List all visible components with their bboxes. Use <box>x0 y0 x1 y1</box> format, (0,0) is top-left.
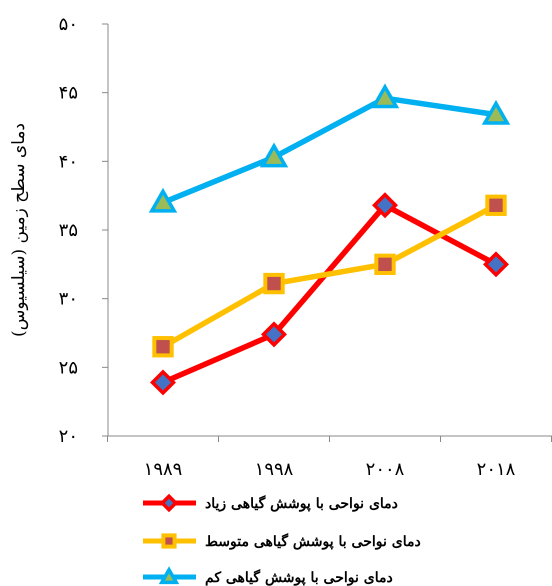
x-tick-label: ۲۰۱۸ <box>477 459 516 480</box>
series-line <box>163 98 496 202</box>
data-point <box>265 275 282 292</box>
y-ticks: ۲۰ ۲۵ ۳۰ ۳۵ ۴۰ ۴۵ ۵۰ <box>59 14 108 447</box>
series-line <box>163 205 496 346</box>
y-tick-label: ۲۵ <box>59 357 78 378</box>
y-tick-label: ۴۰ <box>59 151 78 172</box>
y-tick-label: ۴۵ <box>59 83 78 104</box>
series-3 <box>152 87 507 211</box>
legend-marker <box>162 496 176 510</box>
data-point <box>154 338 171 355</box>
x-tick-label: ۱۹۹۸ <box>255 459 294 480</box>
legend-label: دمای نواحی با پوشش گیاهی کم <box>205 569 393 586</box>
y-tick-label: ۲۰ <box>59 426 78 447</box>
legend-item-2: دمای نواحی با پوشش گیاهی متوسط <box>143 533 421 550</box>
x-tick-label: ۲۰۰۸ <box>366 459 405 480</box>
legend-label: دمای نواحی با پوشش گیاهی متوسط <box>205 533 421 550</box>
legend-marker <box>162 570 176 583</box>
legend-item-3: دمای نواحی با پوشش گیاهی کم <box>143 569 393 586</box>
data-point <box>487 197 504 214</box>
x-ticks: ۱۹۸۹ ۱۹۹۸ ۲۰۰۸ ۲۰۱۸ <box>108 436 552 480</box>
data-point <box>376 256 393 273</box>
axes <box>108 24 552 436</box>
data-point <box>486 254 507 275</box>
y-tick-label: ۳۰ <box>59 289 78 310</box>
y-tick-label: ۵۰ <box>59 14 78 35</box>
series <box>152 87 507 393</box>
legend-item-1: دمای نواحی با پوشش گیاهی زیاد <box>143 495 398 512</box>
data-point <box>153 372 174 393</box>
x-tick-label: ۱۹۸۹ <box>144 459 183 480</box>
legend: دمای نواحی با پوشش گیاهی زیاد دمای نواحی … <box>143 495 421 586</box>
y-axis-title: دمای سطح زمین (سیلسیوس) <box>9 123 29 337</box>
series-2 <box>154 197 504 356</box>
legend-marker <box>163 535 174 546</box>
legend-label: دمای نواحی با پوشش گیاهی زیاد <box>205 495 398 512</box>
series-1 <box>153 195 507 393</box>
y-tick-label: ۳۵ <box>59 220 78 241</box>
